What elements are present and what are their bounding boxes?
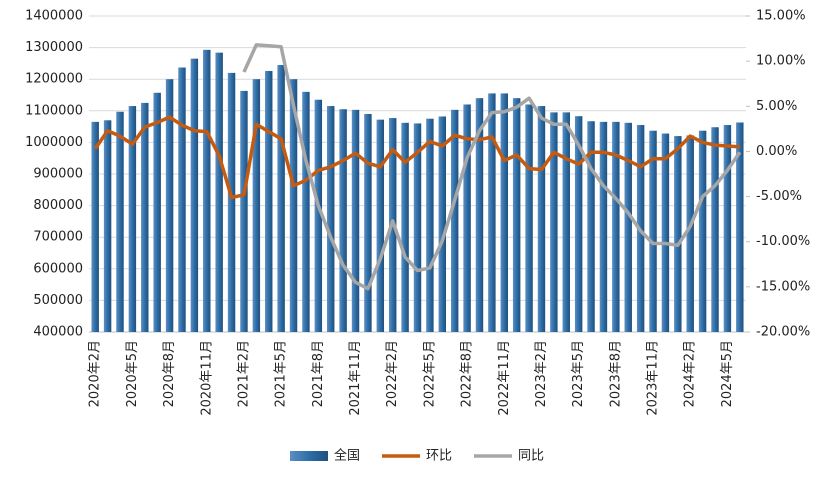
bar — [364, 113, 372, 333]
y-tick-label: 800000 — [33, 198, 83, 213]
y2-tick-label: -10.00% — [756, 234, 810, 249]
bar — [463, 104, 471, 332]
bar — [674, 136, 682, 332]
y2-tick-label: 10.00% — [756, 54, 806, 69]
bar — [103, 120, 112, 332]
line-series — [93, 115, 740, 200]
bar — [351, 109, 360, 333]
bar — [289, 79, 298, 332]
bar — [178, 67, 186, 333]
legend-label: 同比 — [518, 449, 544, 464]
y2-tick-label: -15.00% — [756, 279, 810, 294]
bar — [624, 122, 632, 332]
bar — [91, 121, 99, 332]
x-tick-label: 2022年11月 — [497, 340, 512, 416]
bar — [339, 109, 347, 332]
bar — [165, 79, 174, 332]
bar — [550, 112, 558, 332]
bar — [512, 98, 521, 332]
x-tick-label: 2022年5月 — [422, 340, 437, 407]
x-tick-label: 2020年11月 — [199, 340, 214, 416]
bar — [240, 90, 248, 332]
x-tick-label: 2020年8月 — [162, 340, 177, 407]
x-tick-label: 2023年5月 — [571, 340, 586, 407]
x-tick-label: 2020年5月 — [125, 340, 140, 407]
bar — [376, 119, 385, 332]
bar — [190, 58, 199, 332]
y2-tick-label: -20.00% — [756, 325, 810, 340]
line-series — [242, 43, 742, 291]
bar — [314, 99, 323, 333]
bar — [227, 72, 236, 332]
bar — [128, 106, 137, 332]
y-tick-label: 1400000 — [25, 9, 83, 24]
bar — [488, 93, 496, 332]
x-tick-label: 2023年11月 — [646, 340, 661, 416]
legend-swatch — [290, 451, 328, 461]
bar — [401, 122, 409, 332]
bar — [736, 122, 744, 332]
bar — [302, 91, 310, 332]
x-tick-label: 2024年5月 — [720, 340, 735, 407]
x-tick-label: 2021年5月 — [274, 340, 289, 407]
bar — [500, 93, 508, 332]
bar — [711, 127, 719, 333]
x-tick-label: 2021年2月 — [236, 340, 251, 407]
bar — [413, 123, 422, 332]
bar — [661, 133, 670, 332]
x-tick-label: 2024年2月 — [683, 340, 698, 407]
bar — [599, 121, 608, 332]
x-tick-label: 2020年2月 — [88, 340, 103, 407]
y-tick-label: 1200000 — [25, 72, 83, 87]
bar — [525, 104, 533, 332]
y-tick-label: 1100000 — [25, 103, 83, 118]
bar — [562, 112, 570, 332]
bar — [327, 106, 335, 332]
bar — [649, 130, 657, 332]
bar — [587, 121, 595, 332]
legend-label: 环比 — [426, 449, 452, 464]
y-tick-label: 1000000 — [25, 135, 83, 150]
y2-tick-label: 15.00% — [756, 9, 806, 24]
bar — [537, 106, 546, 332]
y2-tick-label: -5.00% — [756, 189, 802, 204]
bar — [475, 98, 484, 332]
bar — [612, 121, 620, 332]
y2-tick-label: 0.00% — [756, 144, 797, 159]
y-tick-label: 400000 — [33, 325, 83, 340]
bar — [203, 49, 211, 332]
bar — [698, 130, 707, 332]
bar — [426, 118, 434, 332]
bar — [252, 79, 261, 332]
x-tick-label: 2023年8月 — [608, 340, 623, 407]
bar — [574, 116, 583, 332]
x-tick-label: 2021年8月 — [311, 340, 326, 407]
bar — [686, 135, 694, 332]
bar — [450, 109, 459, 333]
bar — [116, 111, 124, 332]
bar — [723, 125, 732, 333]
bar — [153, 92, 161, 333]
x-tick-label: 2023年2月 — [534, 340, 549, 407]
bar — [141, 102, 149, 333]
bar — [215, 52, 223, 332]
y-tick-label: 700000 — [33, 230, 83, 245]
x-tick-label: 2022年2月 — [385, 340, 400, 407]
y-tick-label: 600000 — [33, 261, 83, 276]
x-tick-label: 2022年8月 — [460, 340, 475, 407]
y-tick-label: 500000 — [33, 293, 83, 308]
x-tick-label: 2021年11月 — [348, 340, 363, 416]
bar — [277, 64, 285, 332]
bar — [265, 70, 273, 332]
bar — [438, 116, 447, 332]
y-tick-label: 1300000 — [25, 40, 83, 55]
y-tick-label: 900000 — [33, 167, 83, 182]
y2-tick-label: 5.00% — [756, 99, 797, 114]
legend-label: 全国 — [334, 448, 360, 464]
